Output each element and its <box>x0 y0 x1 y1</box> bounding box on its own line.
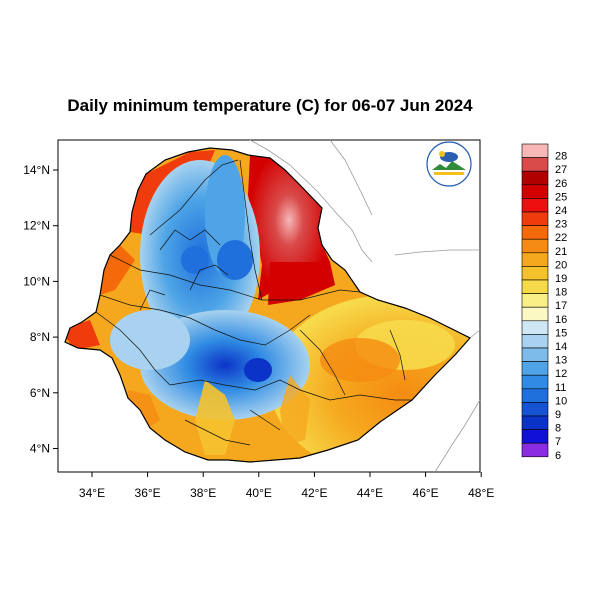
ethiopian-meteorology-institute-logo <box>426 141 472 187</box>
colorbar-label: 25 <box>555 191 567 203</box>
lon-axis: 34°E 36°E 38°E 40°E 42°E 44°E 46°E 48°E <box>79 472 494 500</box>
colorbar-swatch <box>521 238 549 254</box>
colorbar-swatch <box>521 347 549 362</box>
lon-tick-label: 48°E <box>468 486 494 500</box>
colorbar-swatch <box>521 334 549 349</box>
colorbar-label: 13 <box>555 355 567 367</box>
colorbar-label: 10 <box>555 395 567 407</box>
colorbar-label: 22 <box>555 232 567 244</box>
colorbar-swatch <box>521 143 549 158</box>
lon-tick-label: 36°E <box>135 486 161 500</box>
lon-tick-label: 42°E <box>301 486 327 500</box>
colorbar-swatch <box>521 198 549 213</box>
colorbar-label: 8 <box>555 423 561 435</box>
colorbar-label: 24 <box>555 205 567 217</box>
colorbar-label: 23 <box>555 219 567 231</box>
colorbar-swatch <box>521 184 549 199</box>
colorbar-label: 20 <box>555 259 567 271</box>
colorbar-swatch <box>521 279 549 294</box>
colorbar-label: 9 <box>555 409 561 421</box>
colorbar-swatch <box>521 442 549 458</box>
lat-axis: 14°N 12°N 10°N 8°N 6°N 4°N <box>23 163 58 456</box>
lat-tick-label: 8°N <box>30 330 50 344</box>
colorbar-swatch <box>521 361 549 376</box>
colorbar-swatch <box>521 252 549 267</box>
colorbar-label: 7 <box>555 436 561 448</box>
colorbar-label: 27 <box>555 164 567 176</box>
colorbar-swatch <box>521 306 549 322</box>
colorbar-swatch <box>521 225 549 240</box>
lat-tick-label: 4°N <box>30 442 50 456</box>
colorbar-label: 19 <box>555 273 567 285</box>
lat-tick-label: 10°N <box>23 274 50 288</box>
colorbar-swatch <box>521 157 549 172</box>
neighbor-borders <box>249 139 481 473</box>
colorbar-label: 11 <box>555 382 566 394</box>
lat-tick-label: 12°N <box>23 219 50 233</box>
colorbar-label: 17 <box>555 300 567 312</box>
colorbar-swatch <box>521 415 549 430</box>
lon-tick-label: 38°E <box>190 486 216 500</box>
colorbar-swatch <box>521 402 549 417</box>
lon-tick-label: 40°E <box>246 486 272 500</box>
colorbar-swatch <box>521 211 549 226</box>
colorbar-label: 12 <box>555 368 567 380</box>
colorbar-swatch <box>521 170 549 186</box>
lat-tick-label: 6°N <box>30 386 50 400</box>
admin-boundaries <box>95 159 412 446</box>
colorbar-swatch <box>521 266 549 281</box>
map-title: Daily minimum temperature (C) for 06-07 … <box>67 96 473 115</box>
colorbar-label: 21 <box>555 246 567 258</box>
colorbar-label: 14 <box>555 341 567 353</box>
lon-tick-label: 46°E <box>413 486 439 500</box>
colorbar-label: 16 <box>555 314 567 326</box>
colorbar-swatch <box>521 388 549 403</box>
colorbar-label: 6 <box>555 450 561 462</box>
colorbar-swatch <box>521 374 549 390</box>
colorbar-label: 28 <box>555 151 567 163</box>
colorbar-swatch <box>521 429 549 444</box>
colorbar-swatch <box>521 320 549 335</box>
colorbar-label: 15 <box>555 327 567 339</box>
lat-tick-label: 14°N <box>23 163 50 177</box>
lon-tick-label: 34°E <box>79 486 105 500</box>
lon-tick-label: 44°E <box>357 486 383 500</box>
colorbar-label: 18 <box>555 287 567 299</box>
colorbar-label: 26 <box>555 178 567 190</box>
colorbar-swatch <box>521 293 549 308</box>
